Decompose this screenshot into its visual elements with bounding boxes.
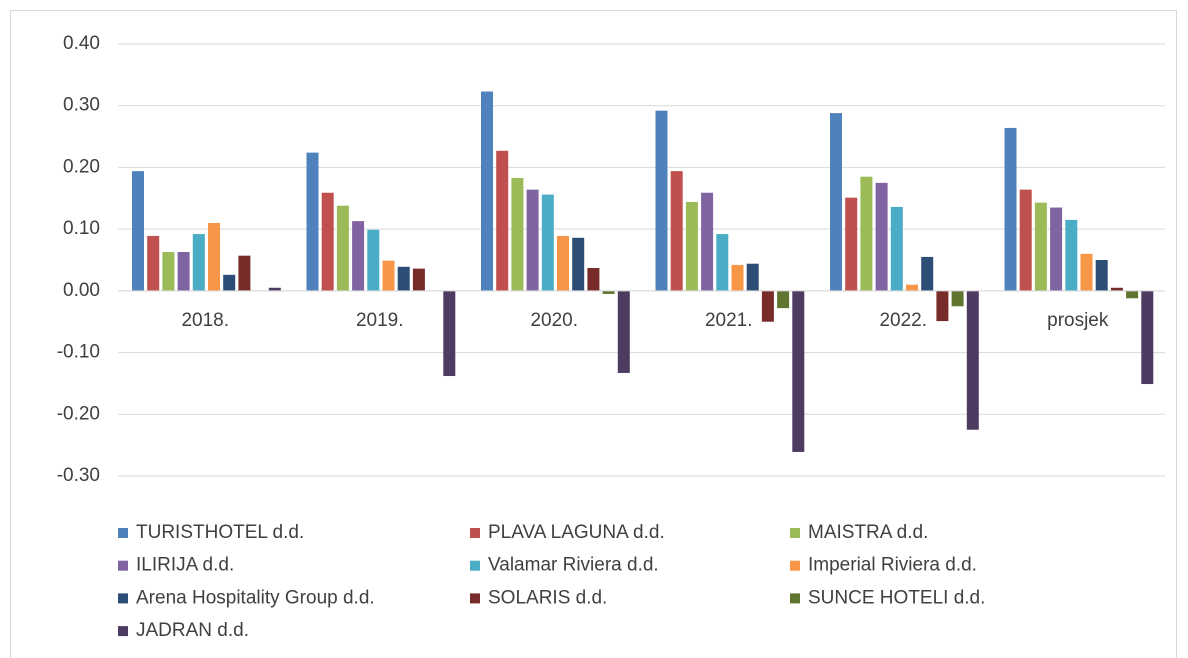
bar — [1126, 290, 1139, 299]
bar — [655, 110, 668, 291]
bar — [321, 192, 334, 291]
y-tick-label: -0.30 — [57, 465, 100, 486]
bar — [1080, 253, 1093, 291]
bar — [496, 150, 509, 291]
legend-swatch — [790, 560, 800, 571]
legend-label: TURISTHOTEL d.d. — [136, 522, 304, 543]
bar — [1004, 127, 1017, 291]
bar — [617, 290, 630, 373]
bar — [397, 266, 410, 291]
legend-label: Valamar Riviera d.d. — [488, 555, 659, 576]
bar — [481, 91, 493, 291]
bar — [336, 205, 349, 291]
bar — [352, 221, 365, 291]
bar — [208, 222, 220, 291]
legend-label: Imperial Riviera d.d. — [808, 555, 977, 576]
bar — [701, 192, 714, 291]
bar — [367, 229, 380, 291]
y-tick-label: 0.40 — [63, 33, 100, 54]
bar — [1034, 202, 1047, 291]
bar — [890, 206, 903, 291]
bar — [602, 290, 615, 294]
y-tick-label: 0.30 — [63, 95, 100, 116]
bar — [306, 152, 319, 291]
bar — [830, 113, 842, 291]
legend-swatch — [118, 560, 128, 571]
bar — [906, 284, 918, 291]
bar — [921, 256, 934, 291]
legend-label: SOLARIS d.d. — [488, 587, 607, 608]
bar — [587, 268, 600, 291]
bar — [223, 274, 236, 291]
bar — [1095, 260, 1108, 291]
bar — [761, 290, 774, 322]
y-tick-label: -0.10 — [57, 342, 100, 363]
bar — [132, 171, 144, 291]
x-tick-label: 2022. — [879, 310, 927, 331]
bar — [192, 234, 205, 291]
legend-swatch — [470, 528, 480, 538]
x-tick-label: 2019. — [356, 310, 404, 331]
bar — [557, 235, 569, 291]
bar — [526, 189, 539, 291]
bar — [966, 290, 979, 430]
bar — [731, 264, 744, 291]
bar — [162, 251, 175, 291]
bar — [1050, 207, 1063, 291]
bar — [1141, 290, 1154, 385]
y-tick-label: 0.00 — [63, 280, 100, 301]
legend-swatch — [790, 593, 800, 604]
bar — [746, 263, 759, 291]
x-tick-label: 2021. — [705, 310, 753, 331]
legend-swatch — [118, 593, 128, 604]
bar — [1065, 219, 1078, 291]
bar — [412, 268, 425, 291]
bar — [147, 235, 160, 291]
legend-label: ILIRIJA d.d. — [136, 555, 234, 576]
bar — [670, 171, 683, 291]
y-tick-label: 0.10 — [63, 218, 100, 239]
bar — [177, 251, 190, 291]
legend-label: SUNCE HOTELI d.d. — [808, 587, 985, 608]
bar — [792, 290, 805, 452]
legend-label: Arena Hospitality Group d.d. — [136, 587, 375, 608]
bar — [238, 255, 251, 291]
chart-frame — [10, 10, 1177, 658]
bar — [268, 287, 281, 291]
bar — [572, 237, 585, 291]
bar — [382, 260, 395, 291]
bar — [541, 194, 554, 291]
legend-label: JADRAN d.d. — [136, 620, 249, 641]
bar — [443, 290, 456, 377]
legend-swatch — [118, 626, 128, 637]
bar — [777, 290, 790, 309]
legend-label: PLAVA LAGUNA d.d. — [488, 522, 665, 543]
bar — [860, 176, 873, 291]
bar — [511, 177, 524, 291]
x-tick-label: 2020. — [530, 310, 578, 331]
bar — [716, 234, 729, 291]
x-tick-label: prosjek — [1047, 310, 1109, 331]
bar — [936, 290, 949, 322]
bar — [951, 290, 964, 307]
y-tick-label: 0.20 — [63, 156, 100, 177]
bar — [685, 201, 698, 291]
legend-swatch — [470, 560, 480, 571]
y-tick-label: -0.20 — [57, 403, 100, 424]
legend-swatch — [118, 528, 128, 538]
legend-label: MAISTRA d.d. — [808, 522, 928, 543]
bar — [1019, 189, 1032, 291]
x-tick-label: 2018. — [181, 310, 229, 331]
bar — [845, 197, 858, 291]
bar — [875, 182, 888, 291]
legend-swatch — [790, 528, 800, 538]
legend-swatch — [470, 593, 480, 604]
bar — [1110, 287, 1123, 291]
